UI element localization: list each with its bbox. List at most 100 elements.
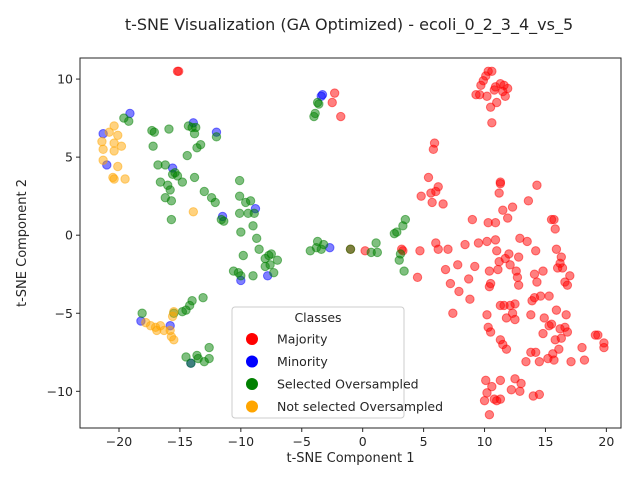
data-point	[204, 353, 214, 364]
y-tick-label: −5	[55, 306, 73, 321]
x-tick-label: −15	[167, 434, 193, 449]
data-point	[372, 247, 383, 258]
data-point	[245, 196, 256, 206]
data-point	[182, 150, 192, 161]
data-point	[327, 97, 337, 108]
data-point	[523, 196, 534, 206]
data-point	[234, 208, 245, 219]
data-point	[433, 182, 443, 192]
data-point	[423, 172, 434, 183]
data-point	[561, 310, 571, 320]
data-point	[479, 395, 490, 406]
data-point	[513, 280, 524, 290]
data-point	[166, 214, 177, 225]
data-point	[513, 252, 524, 262]
data-point	[490, 235, 501, 245]
data-point	[556, 252, 566, 262]
data-point	[109, 174, 119, 184]
data-point	[487, 118, 497, 128]
data-point	[534, 389, 545, 400]
data-point	[484, 410, 495, 420]
data-point	[505, 260, 515, 270]
legend-label-minority: Minority	[277, 354, 328, 369]
data-point	[485, 327, 496, 337]
data-point	[482, 310, 492, 320]
x-tick-label: −10	[228, 434, 254, 449]
data-point	[579, 355, 590, 365]
legend-label-not-selected-oversampled: Not selected Oversampled	[277, 399, 443, 414]
data-point	[211, 132, 222, 142]
legend: Classes Majority Minority Selected Oversam…	[231, 306, 443, 419]
data-point	[554, 344, 564, 354]
data-point	[440, 264, 451, 275]
data-point	[445, 278, 456, 289]
data-point	[120, 174, 130, 184]
series-not-selected-oversampled	[97, 121, 199, 345]
data-point	[550, 335, 560, 345]
data-point	[546, 319, 557, 329]
data-point	[166, 196, 177, 206]
data-point	[234, 175, 245, 186]
series-selected-oversampled	[119, 97, 411, 368]
data-point	[549, 214, 559, 225]
data-point	[534, 356, 545, 367]
data-point	[498, 205, 508, 215]
data-point	[510, 314, 520, 325]
data-point	[345, 244, 356, 254]
data-point	[593, 330, 603, 340]
data-point	[485, 102, 496, 112]
legend-box	[231, 306, 405, 419]
data-point	[482, 236, 492, 247]
data-point	[562, 280, 573, 290]
data-point	[165, 185, 175, 195]
data-point	[392, 227, 402, 237]
data-point	[198, 292, 208, 303]
data-point	[538, 328, 548, 339]
data-point	[371, 238, 381, 248]
data-point	[499, 80, 509, 91]
data-point	[433, 244, 443, 254]
data-point	[454, 286, 464, 297]
data-point	[492, 246, 502, 256]
data-point	[495, 394, 506, 404]
data-point	[399, 266, 409, 276]
data-point	[500, 91, 510, 101]
data-point	[113, 161, 123, 172]
data-point	[599, 342, 609, 353]
data-point	[238, 250, 248, 261]
data-point	[248, 271, 258, 281]
data-point	[487, 381, 497, 392]
x-axis: −20 −15 −10 −5 0 5 10 15 20	[106, 428, 614, 449]
y-axis-title: t-SNE Component 2	[15, 179, 30, 307]
data-point	[577, 342, 587, 353]
data-point	[566, 356, 576, 367]
legend-marker-not-selected-oversampled	[246, 400, 258, 413]
data-point	[219, 216, 229, 226]
chart-title: t-SNE Visualization (GA Optimized) - eco…	[125, 15, 573, 35]
data-point	[415, 246, 425, 256]
data-point	[465, 294, 475, 304]
data-point	[137, 308, 147, 318]
data-point	[195, 139, 206, 150]
data-point	[186, 358, 196, 368]
data-point	[529, 269, 540, 279]
data-point	[484, 282, 495, 292]
data-point	[544, 291, 554, 301]
data-point	[504, 249, 514, 259]
data-point	[124, 116, 134, 126]
data-point	[521, 356, 531, 367]
data-point	[492, 97, 502, 108]
data-point	[470, 261, 480, 272]
data-point	[535, 291, 546, 301]
data-point	[550, 224, 560, 234]
data-point	[438, 199, 448, 209]
data-point	[236, 271, 246, 281]
data-point	[515, 386, 525, 397]
data-point	[310, 108, 320, 119]
y-tick-label: −10	[47, 384, 73, 399]
data-point	[174, 66, 184, 76]
data-point	[98, 155, 108, 165]
data-point	[181, 352, 191, 362]
